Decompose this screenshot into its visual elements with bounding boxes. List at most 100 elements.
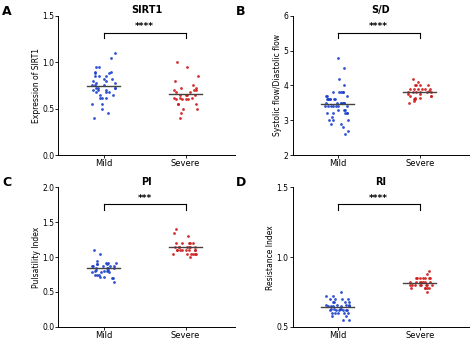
Point <box>88 270 95 275</box>
Point <box>343 104 351 109</box>
Point <box>337 303 345 309</box>
Point <box>418 282 425 288</box>
Point <box>93 272 101 277</box>
Point <box>341 299 349 305</box>
Text: ****: **** <box>369 194 388 203</box>
Point <box>407 285 415 290</box>
Point <box>327 104 335 109</box>
Point <box>322 293 330 299</box>
Point <box>186 244 193 249</box>
Point <box>91 272 99 277</box>
Point <box>90 263 97 268</box>
Point <box>326 97 334 102</box>
Point <box>410 98 418 104</box>
Point <box>104 260 112 265</box>
Point <box>93 262 101 267</box>
Point <box>331 306 338 312</box>
Point <box>178 111 185 116</box>
Point <box>330 299 338 305</box>
Text: B: B <box>236 4 246 18</box>
Point <box>345 128 352 134</box>
Point <box>182 97 190 102</box>
Point <box>176 92 184 98</box>
Point <box>172 89 179 95</box>
Point <box>343 111 351 116</box>
Point <box>329 299 337 305</box>
Point <box>406 93 414 99</box>
Point <box>103 268 111 274</box>
Point <box>416 91 423 97</box>
Point <box>330 90 337 95</box>
Point <box>95 86 102 91</box>
Point <box>185 244 193 249</box>
Point <box>428 282 436 288</box>
Point <box>102 78 110 83</box>
Point <box>184 234 192 239</box>
Point <box>341 107 349 112</box>
Point <box>96 251 103 256</box>
Point <box>412 83 420 88</box>
Point <box>417 90 424 95</box>
Title: SIRT1: SIRT1 <box>131 5 162 15</box>
Point <box>331 310 338 316</box>
Point <box>337 100 345 106</box>
Point <box>409 76 417 81</box>
Point <box>324 104 332 109</box>
Y-axis label: Systolic flow/Diastolic flow: Systolic flow/Diastolic flow <box>273 34 282 137</box>
Point <box>329 303 337 309</box>
Point <box>326 118 333 123</box>
Point <box>346 303 353 309</box>
Point <box>424 83 431 88</box>
Point <box>334 55 341 60</box>
Point <box>88 101 96 107</box>
Point <box>328 313 336 318</box>
Point <box>344 307 351 313</box>
Point <box>105 71 112 76</box>
Point <box>172 78 179 83</box>
Point <box>102 87 110 93</box>
Point <box>345 299 353 305</box>
Point <box>343 111 350 116</box>
Point <box>173 247 181 253</box>
Point <box>408 282 415 288</box>
Point <box>421 86 428 92</box>
Point <box>412 275 420 281</box>
Point <box>322 104 329 109</box>
Point <box>411 95 419 100</box>
Point <box>106 263 114 268</box>
Point <box>183 64 191 70</box>
Point <box>190 87 198 93</box>
Point <box>416 95 424 100</box>
Point <box>98 106 106 111</box>
Point <box>110 263 118 268</box>
Point <box>425 88 432 93</box>
Point <box>100 268 108 274</box>
Point <box>97 95 104 100</box>
Point <box>339 90 346 95</box>
Title: S/D: S/D <box>372 5 390 15</box>
Point <box>410 86 418 92</box>
Point <box>337 100 345 106</box>
Point <box>322 93 330 99</box>
Point <box>332 307 340 313</box>
Y-axis label: Expression of SIRT1: Expression of SIRT1 <box>32 48 41 123</box>
Point <box>421 279 428 285</box>
Point <box>100 83 108 88</box>
Point <box>329 111 337 116</box>
Point <box>334 104 342 109</box>
Point <box>404 90 412 95</box>
Point <box>109 275 117 281</box>
Point <box>333 100 341 106</box>
Point <box>104 265 112 270</box>
Text: ***: *** <box>137 194 152 203</box>
Point <box>108 275 116 281</box>
Point <box>173 97 180 102</box>
Point <box>191 92 199 98</box>
Point <box>178 97 186 102</box>
Point <box>102 95 110 100</box>
Point <box>344 310 352 316</box>
Point <box>95 272 103 277</box>
Point <box>337 289 345 295</box>
Point <box>91 83 99 88</box>
Point <box>416 275 424 281</box>
